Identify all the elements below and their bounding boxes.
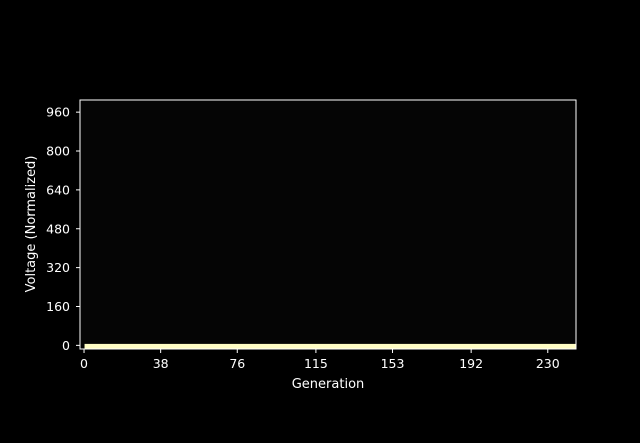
series-layer — [84, 343, 576, 349]
plot-frame — [79, 99, 577, 350]
y-tick-label: 480 — [46, 221, 70, 236]
y-tick-label: 640 — [46, 182, 70, 197]
y-axis-label: Voltage (Normalized) — [24, 156, 39, 293]
x-tick-label: 76 — [229, 356, 245, 371]
y-tick-label: 960 — [46, 105, 70, 120]
x-axis-label: Generation — [292, 377, 365, 392]
x-tick-label: 192 — [459, 356, 483, 371]
y-tick-label: 320 — [46, 260, 70, 275]
y-tick-label: 0 — [62, 338, 70, 353]
y-tick-label: 160 — [46, 299, 70, 314]
plot-area — [80, 100, 576, 349]
x-tick-label: 115 — [304, 356, 328, 371]
x-tick-label: 230 — [536, 356, 560, 371]
x-axis: 0 38 76 115 153 192 230 — [80, 349, 560, 371]
series-area-0 — [84, 343, 576, 349]
x-tick-label: 0 — [80, 356, 88, 371]
y-tick-label: 800 — [46, 144, 70, 159]
x-tick-label: 153 — [381, 356, 405, 371]
x-tick-label: 38 — [153, 356, 169, 371]
y-axis: 0 160 320 480 640 800 960 — [46, 105, 80, 353]
